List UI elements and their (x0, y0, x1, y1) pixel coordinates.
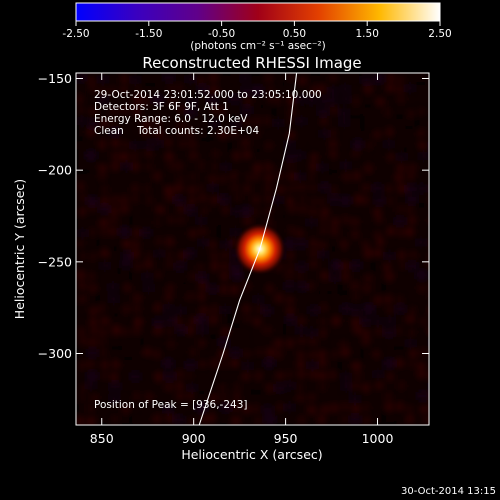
x-axis-label: Heliocentric X (arcsec) (181, 447, 322, 462)
chart-title: Reconstructed RHESSI Image (142, 54, 361, 72)
annotation-time-range: 29-Oct-2014 23:01:52.000 to 23:05:10.000 (94, 89, 322, 101)
colorbar-tick-label: -1.50 (135, 28, 162, 40)
plot-frame (75, 72, 430, 426)
annotation-clean-counts: Clean Total counts: 2.30E+04 (94, 125, 259, 137)
background-noise (76, 73, 429, 425)
colorbar-tick-label: 2.50 (428, 28, 451, 40)
solar-limb-line (198, 73, 298, 425)
y-tick-label: −200 (38, 163, 72, 178)
colorbar-tick-label: -0.50 (208, 28, 235, 40)
x-tick-label: 950 (274, 431, 298, 446)
x-tick-label: 900 (182, 431, 206, 446)
colorbar (75, 2, 441, 22)
footer-date: 30-Oct-2014 13:15 (401, 486, 496, 497)
colorbar-ticks: -2.50 -1.50 -0.50 0.50 1.50 2.50 (62, 21, 452, 40)
x-tick-label: 1000 (362, 431, 394, 446)
colorbar-unit-label: (photons cm⁻² s⁻¹ asec⁻²) (190, 40, 325, 52)
x-tick-label: 850 (90, 431, 114, 446)
image-area (76, 73, 429, 425)
annotation-peak-position: Position of Peak = [936,-243] (94, 399, 248, 411)
annotation-detectors: Detectors: 3F 6F 9F, Att 1 (94, 101, 229, 113)
y-tick-label: −300 (38, 346, 72, 361)
colorbar-tick-label: 1.50 (356, 28, 379, 40)
y-tick-label: −250 (38, 254, 72, 269)
colorbar-tick-label: 0.50 (283, 28, 306, 40)
colorbar-tick-label: -2.50 (62, 28, 89, 40)
y-axis: −150 −200 −250 −300 (38, 71, 429, 361)
annotation-energy-range: Energy Range: 6.0 - 12.0 keV (94, 113, 248, 125)
y-tick-label: −150 (38, 71, 72, 86)
x-axis: 850 900 950 1000 (90, 73, 394, 446)
y-axis-label: Heliocentric Y (arcsec) (12, 179, 27, 319)
